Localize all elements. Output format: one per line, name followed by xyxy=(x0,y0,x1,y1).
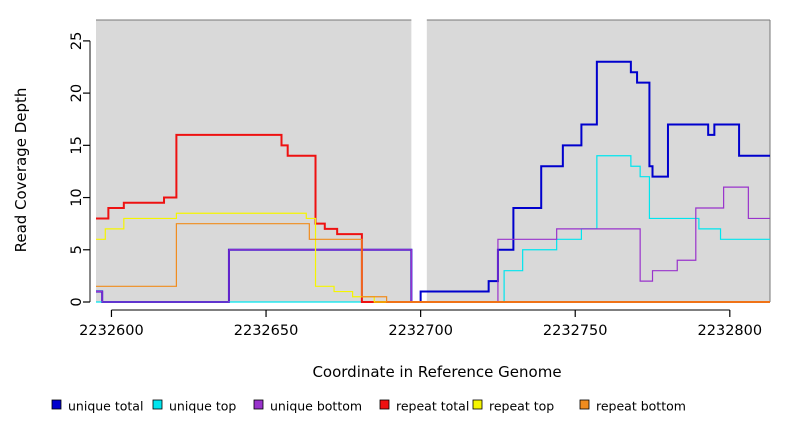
series-unique-top xyxy=(96,155,770,303)
series-layer xyxy=(96,60,770,303)
x-tick-label: 2232650 xyxy=(234,323,299,339)
series-repeat-top xyxy=(96,212,770,303)
legend-label-repeat-top: repeat top xyxy=(489,399,554,414)
axes-layer: 0 5 10 15 20 25 2232600 2232650 2232700 2232750 22… xyxy=(69,32,762,339)
legend-swatch-unique-top xyxy=(152,399,163,410)
legend-label-unique-bottom: unique bottom xyxy=(270,399,362,414)
y-tick-label: 10 xyxy=(69,188,85,206)
panel-right xyxy=(426,20,770,302)
legend-label-repeat-total: repeat total xyxy=(396,399,469,414)
legend: unique total unique top unique bottom repea… xyxy=(51,399,686,414)
series-unique-bottom xyxy=(96,186,770,303)
legend-label-unique-top: unique top xyxy=(169,399,236,414)
plot-panel-background xyxy=(96,19,771,302)
y-tick-label: 25 xyxy=(69,32,85,50)
legend-swatch-unique-bottom xyxy=(253,399,264,410)
legend-swatch-repeat-total xyxy=(379,399,390,410)
legend-label-unique-total: unique total xyxy=(68,399,143,414)
x-tick-label: 2232700 xyxy=(388,323,453,339)
x-axis-title: Coordinate in Reference Genome xyxy=(312,363,561,381)
x-tick-label: 2232750 xyxy=(543,323,608,339)
y-tick-label: 5 xyxy=(69,245,85,254)
legend-swatch-repeat-top xyxy=(472,399,483,410)
panel-left xyxy=(96,20,412,302)
y-tick-label: 0 xyxy=(69,297,85,306)
legend-swatch-unique-total xyxy=(51,399,62,410)
legend-swatch-repeat-bottom xyxy=(579,399,590,410)
y-axis-title: Read Coverage Depth xyxy=(12,88,30,253)
x-tick-label: 2232800 xyxy=(698,323,763,339)
legend-label-repeat-bottom: repeat bottom xyxy=(596,399,686,414)
x-tick-label: 2232600 xyxy=(79,323,144,339)
y-tick-label: 20 xyxy=(69,84,85,102)
series-repeat-bottom xyxy=(96,223,770,303)
y-tick-label: 15 xyxy=(69,136,85,154)
